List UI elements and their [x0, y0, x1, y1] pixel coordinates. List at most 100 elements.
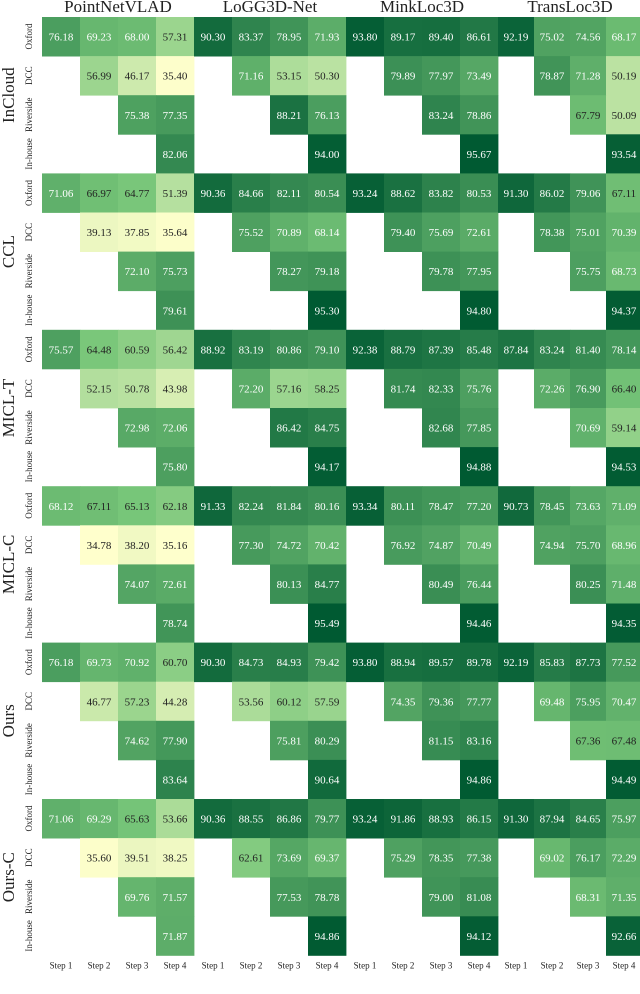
heatmap-cell [308, 877, 347, 917]
cell-value-label: 89.17 [391, 32, 416, 44]
heatmap-cell [156, 799, 195, 839]
cell-value-label: 60.70 [163, 657, 188, 669]
heatmap-cell [570, 799, 607, 839]
heatmap-cell [606, 17, 640, 57]
heatmap-cell [460, 720, 499, 761]
cell-value-label: 85.83 [540, 657, 565, 669]
heatmap-cell [606, 329, 640, 370]
cell-value-label: 94.46 [467, 618, 492, 630]
cell-value-label: 88.93 [429, 814, 454, 826]
heatmap-cell [194, 642, 233, 683]
cell-value-label: 69.37 [315, 853, 340, 865]
cell-value-label: 75.38 [125, 110, 150, 122]
cell-value-label: 79.10 [315, 344, 340, 356]
heatmap-cell [80, 681, 119, 722]
heatmap-cell [270, 681, 309, 722]
heatmap-cell [534, 56, 571, 96]
cell-value-label: 74.72 [277, 540, 302, 552]
subrow-label-in-house: In-house [24, 607, 34, 639]
heatmap-cell [80, 838, 119, 878]
subrow-label-oxford: Oxford [24, 23, 34, 49]
row-label-micl-t: MICL-T [0, 378, 18, 437]
cell-value-label: 76.92 [391, 540, 416, 552]
cell-value-label: 92.38 [353, 344, 378, 356]
heatmap-cell [42, 173, 81, 213]
heatmap-cell [270, 486, 309, 526]
heatmap-cell [156, 720, 195, 761]
heatmap-cell [80, 329, 119, 370]
cell-value-label: 79.36 [429, 696, 454, 708]
cell-value-label: 66.40 [612, 383, 637, 395]
cell-value-label: 87.84 [504, 344, 529, 356]
heatmap-cell [232, 642, 271, 683]
heatmap-cell [606, 173, 640, 213]
heatmap-cell [384, 838, 423, 878]
heatmap-cell [270, 877, 309, 917]
cell-value-label: 62.18 [163, 501, 188, 513]
heatmap-cell [118, 173, 157, 213]
heatmap-cell [422, 212, 461, 252]
cell-value-label: 85.48 [467, 344, 492, 356]
column-title-transloc3d: TransLoc3D [527, 0, 612, 16]
heatmap-cell [460, 603, 499, 643]
cell-value-label: 72.61 [467, 227, 492, 239]
column-title-minkloc3d: MinkLoc3D [380, 0, 464, 16]
heatmap-cell [606, 212, 640, 252]
cell-value-label: 76.18 [49, 32, 74, 44]
cell-value-label: 83.64 [163, 774, 188, 786]
heatmap-cell [232, 681, 271, 722]
heatmap-cell [460, 681, 499, 722]
cell-value-label: 66.97 [87, 188, 112, 200]
heatmap-cell [270, 95, 309, 135]
heatmap-cell [232, 17, 271, 57]
cell-value-label: 35.60 [87, 853, 112, 865]
heatmap-cell [42, 799, 81, 839]
cell-value-label: 77.95 [467, 266, 492, 278]
heatmap-cell [460, 212, 499, 252]
heatmap-cell [156, 525, 195, 565]
heatmap-cell [606, 290, 640, 331]
heatmap-cell [606, 759, 640, 800]
subrow-label-dcc: DCC [24, 223, 34, 242]
cell-value-label: 79.00 [429, 892, 454, 904]
heatmap-cell [570, 368, 607, 409]
cell-value-label: 86.02 [540, 188, 565, 200]
heatmap-cell [534, 486, 571, 526]
cell-value-label: 82.33 [429, 383, 454, 395]
heatmap-cell [460, 916, 499, 956]
cell-value-label: 86.15 [467, 814, 492, 826]
cell-value-label: 57.16 [277, 383, 302, 395]
heatmap-cell [460, 368, 499, 409]
heatmap-cell [118, 17, 157, 57]
heatmap-cell [156, 603, 195, 643]
cell-value-label: 71.28 [576, 71, 601, 83]
heatmap-cell [422, 329, 461, 370]
heatmap-cell [308, 564, 347, 604]
cell-value-label: 93.80 [353, 32, 378, 44]
heatmap-cell [270, 173, 309, 213]
cell-value-label: 77.20 [467, 501, 492, 513]
heatmap-cell [270, 642, 309, 683]
subrow-label-in-house: In-house [24, 295, 34, 327]
heatmap-cell [606, 564, 640, 604]
step-tick-label: Step 1 [202, 960, 225, 970]
cell-value-label: 60.59 [125, 344, 150, 356]
subrow-label-riverside: Riverside [24, 880, 34, 915]
heatmap-cell [422, 368, 461, 409]
cell-value-label: 75.01 [576, 227, 601, 239]
heatmap-cell [460, 838, 499, 878]
step-tick-label: Step 1 [354, 960, 377, 970]
cell-value-label: 84.77 [315, 579, 340, 591]
cell-value-label: 78.27 [277, 266, 302, 278]
cell-value-label: 91.33 [201, 501, 226, 513]
cell-value-label: 62.61 [239, 853, 264, 865]
heatmap-cell [460, 564, 499, 604]
heatmap-cell [118, 56, 157, 96]
heatmap-cell [570, 408, 607, 448]
heatmap-cell [498, 642, 535, 683]
heatmap-cell [194, 329, 233, 370]
heatmap-cell [80, 486, 119, 526]
cell-value-label: 69.73 [87, 657, 112, 669]
cell-value-label: 75.75 [576, 266, 601, 278]
